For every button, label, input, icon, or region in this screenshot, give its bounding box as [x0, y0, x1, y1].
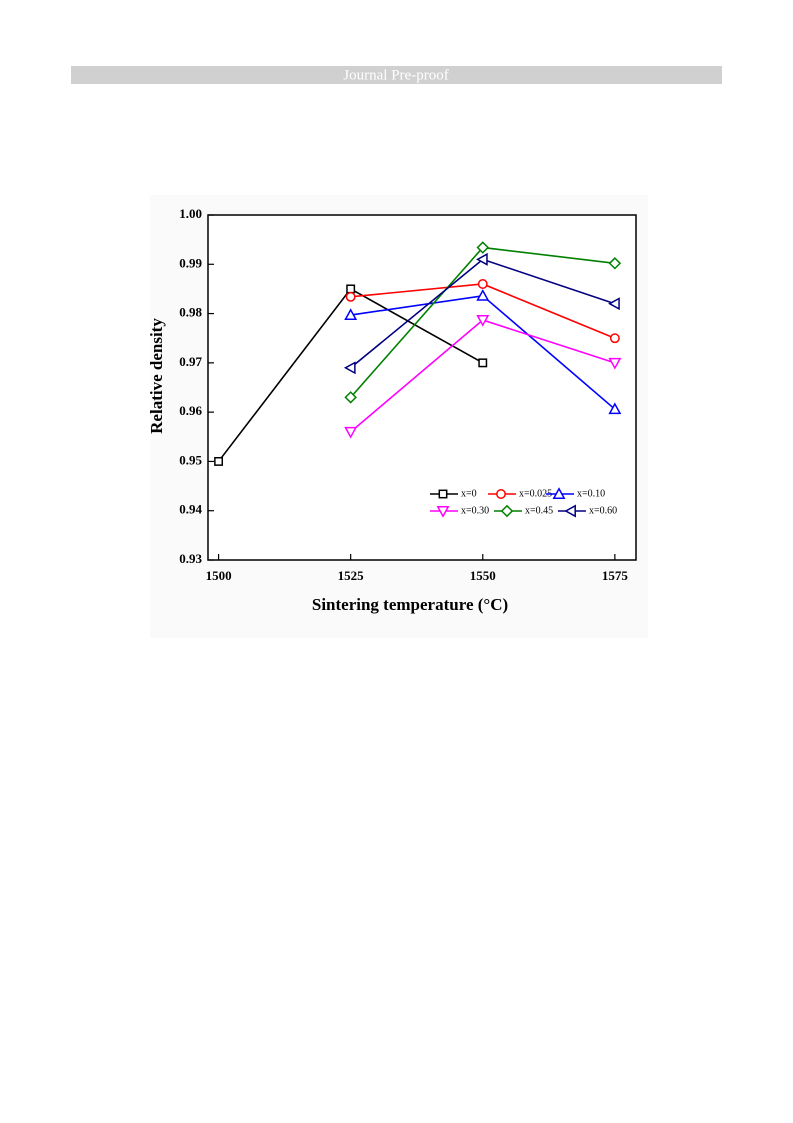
- y-tick-label: 0.94: [179, 502, 202, 517]
- legend-marker: [436, 506, 450, 518]
- legend-label: x=0.30: [461, 505, 489, 516]
- data-point: [609, 333, 620, 344]
- legend-label: x=0.10: [577, 488, 605, 499]
- data-point: [343, 361, 356, 375]
- data-point: [346, 284, 356, 294]
- legend-label: x=0.60: [589, 505, 617, 516]
- data-point: [214, 456, 224, 466]
- legend-label: x=0: [461, 488, 477, 499]
- x-tick-label: 1575: [602, 568, 629, 583]
- x-tick-label: 1550: [470, 568, 496, 583]
- data-point: [476, 252, 488, 266]
- y-tick-label: 0.95: [179, 452, 202, 467]
- legend-label: x=0.45: [525, 505, 553, 516]
- data-point: [478, 358, 488, 368]
- header-bar: [71, 66, 722, 84]
- legend-marker: [552, 487, 566, 499]
- data-point: [344, 308, 358, 320]
- data-point: [345, 291, 356, 302]
- legend-marker: [564, 504, 576, 518]
- y-tick-label: 0.99: [179, 255, 202, 270]
- data-point: [476, 315, 490, 327]
- legend-marker: [496, 489, 506, 499]
- header-title: Journal Pre-proof: [343, 67, 448, 83]
- data-point: [608, 357, 622, 370]
- data-point: [608, 257, 622, 270]
- y-tick-label: 0.97: [179, 354, 202, 369]
- y-tick-label: 0.96: [179, 403, 202, 418]
- y-tick-label: 1.00: [179, 206, 202, 221]
- y-tick-label: 0.93: [179, 551, 202, 566]
- data-point: [608, 402, 622, 415]
- data-point: [477, 279, 488, 289]
- x-tick-label: 1500: [206, 568, 232, 583]
- data-point: [344, 426, 358, 439]
- x-tick-label: 1525: [338, 568, 365, 583]
- legend-label: x=0.025: [519, 488, 552, 499]
- legend-marker: [438, 489, 448, 499]
- data-point: [476, 241, 490, 254]
- data-point: [608, 297, 620, 311]
- data-point: [344, 391, 357, 404]
- data-point: [476, 289, 490, 301]
- y-axis-label: Relative density: [147, 318, 166, 434]
- plot-frame: [207, 214, 637, 561]
- legend-marker: [500, 504, 514, 518]
- x-axis-label: Sintering temperature (°C): [312, 595, 508, 614]
- y-tick-label: 0.98: [179, 305, 202, 320]
